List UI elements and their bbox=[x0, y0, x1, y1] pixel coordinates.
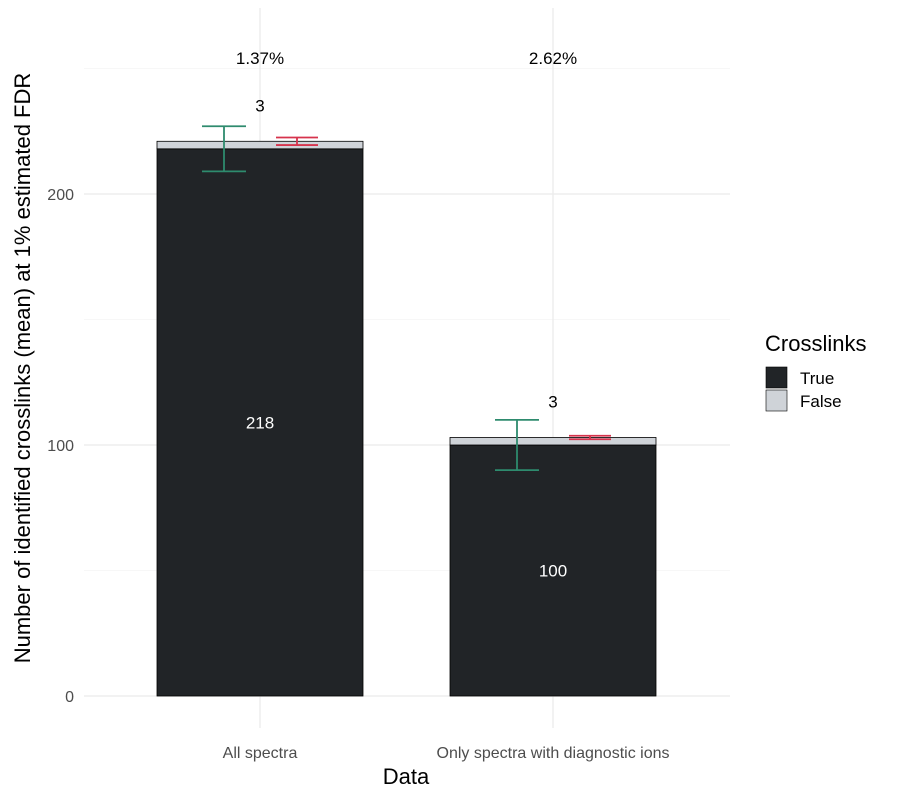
fdr-label: 1.37% bbox=[236, 49, 284, 68]
bar-false bbox=[449, 437, 657, 446]
legend-label-true: True bbox=[800, 369, 834, 388]
y-tick-label: 100 bbox=[47, 438, 74, 455]
bar-true bbox=[156, 148, 364, 697]
y-axis-title: Number of identified crosslinks (mean) a… bbox=[10, 73, 35, 664]
bars-layer bbox=[156, 140, 657, 697]
legend: Crosslinks True False bbox=[765, 331, 866, 412]
bar-label-true: 100 bbox=[539, 562, 567, 581]
error-bar-true bbox=[495, 418, 539, 472]
y-tick-label: 200 bbox=[47, 187, 74, 204]
error-bar-false bbox=[569, 434, 611, 441]
bar-false bbox=[156, 140, 364, 150]
error-bar-false bbox=[276, 136, 318, 146]
legend-swatch-true bbox=[765, 366, 788, 389]
bar-label-false: 3 bbox=[255, 96, 264, 115]
bar-true bbox=[449, 444, 657, 697]
legend-title: Crosslinks bbox=[765, 331, 866, 356]
x-tick-label: Only spectra with diagnostic ions bbox=[437, 745, 670, 762]
fdr-label: 2.62% bbox=[529, 49, 577, 68]
annotations-layer: 218 3 1.37% 100 3 2.62% bbox=[236, 49, 577, 581]
legend-label-false: False bbox=[800, 392, 842, 411]
x-axis-title: Data bbox=[383, 764, 430, 789]
bar-label-true: 218 bbox=[246, 413, 274, 432]
axis-layer: 0 100 200 All spectra Only spectra with diag… bbox=[47, 187, 669, 762]
legend-swatch-false bbox=[765, 389, 788, 412]
y-tick-label: 0 bbox=[65, 689, 74, 706]
error-bars-layer bbox=[202, 125, 611, 472]
error-bar-true bbox=[202, 125, 246, 173]
x-tick-label: All spectra bbox=[223, 745, 298, 762]
bar-label-false: 3 bbox=[548, 392, 557, 411]
